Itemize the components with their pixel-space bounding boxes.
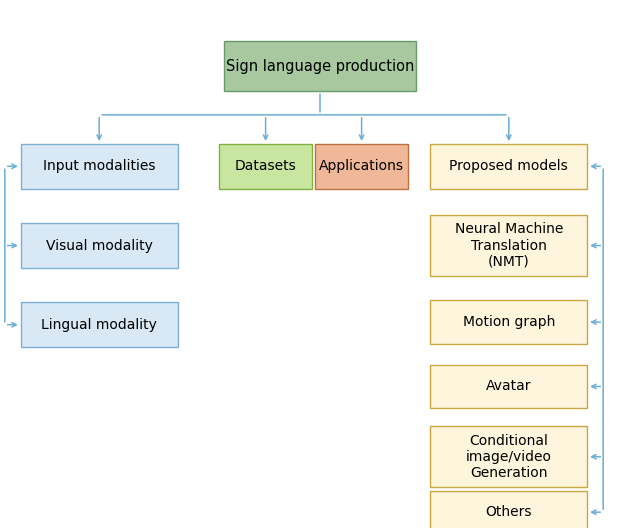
FancyBboxPatch shape — [20, 144, 177, 188]
FancyBboxPatch shape — [431, 491, 588, 528]
Text: Applications: Applications — [319, 159, 404, 173]
FancyBboxPatch shape — [431, 365, 588, 408]
FancyBboxPatch shape — [431, 215, 588, 276]
Text: Proposed models: Proposed models — [449, 159, 568, 173]
Text: Lingual modality: Lingual modality — [41, 318, 157, 332]
Text: Others: Others — [486, 505, 532, 519]
FancyBboxPatch shape — [219, 144, 312, 188]
FancyBboxPatch shape — [315, 144, 408, 188]
Text: Input modalities: Input modalities — [43, 159, 156, 173]
Text: Neural Machine
Translation
(NMT): Neural Machine Translation (NMT) — [454, 222, 563, 269]
Text: Visual modality: Visual modality — [46, 239, 152, 252]
Text: Conditional
image/video
Generation: Conditional image/video Generation — [466, 433, 552, 480]
FancyBboxPatch shape — [431, 144, 588, 188]
FancyBboxPatch shape — [431, 300, 588, 344]
FancyBboxPatch shape — [224, 41, 416, 91]
Text: Datasets: Datasets — [235, 159, 296, 173]
FancyBboxPatch shape — [20, 302, 177, 347]
Text: Avatar: Avatar — [486, 380, 532, 393]
Text: Motion graph: Motion graph — [463, 315, 555, 329]
FancyBboxPatch shape — [20, 223, 177, 268]
FancyBboxPatch shape — [431, 427, 588, 487]
Text: Sign language production: Sign language production — [226, 59, 414, 73]
